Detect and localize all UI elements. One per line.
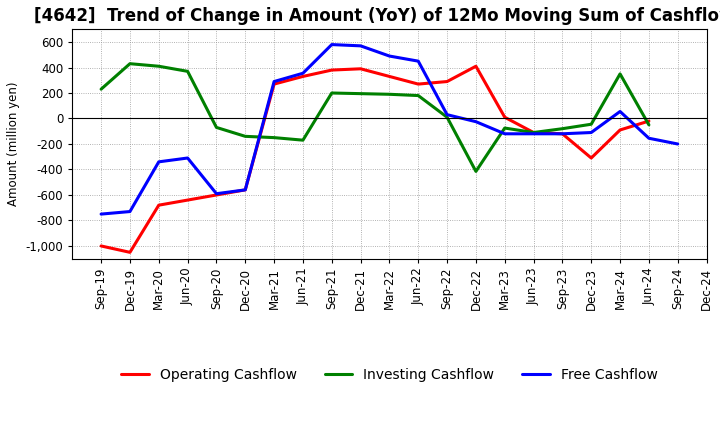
Operating Cashflow (644, 118, 653, 124)
Operating Cashflow (414, 81, 423, 87)
Free Cashflow (616, 109, 624, 114)
Operating Cashflow (184, 198, 192, 203)
Free Cashflow (270, 79, 279, 84)
Free Cashflow (673, 141, 682, 147)
Line: Investing Cashflow: Investing Cashflow (101, 64, 649, 172)
Investing Cashflow (356, 91, 365, 96)
Free Cashflow (356, 43, 365, 48)
Free Cashflow (155, 159, 163, 165)
Operating Cashflow (500, 114, 509, 120)
Investing Cashflow (96, 87, 105, 92)
Investing Cashflow (558, 126, 567, 131)
Operating Cashflow (241, 187, 250, 193)
Operating Cashflow (587, 155, 595, 161)
Investing Cashflow (328, 90, 336, 95)
Investing Cashflow (529, 130, 538, 135)
Free Cashflow (299, 70, 307, 76)
Operating Cashflow (212, 192, 221, 198)
Free Cashflow (500, 131, 509, 136)
Operating Cashflow (385, 74, 394, 79)
Free Cashflow (414, 59, 423, 64)
Operating Cashflow (96, 243, 105, 249)
Operating Cashflow (616, 127, 624, 132)
Investing Cashflow (212, 125, 221, 130)
Operating Cashflow (328, 67, 336, 73)
Operating Cashflow (270, 81, 279, 87)
Investing Cashflow (644, 122, 653, 128)
Investing Cashflow (414, 93, 423, 98)
Operating Cashflow (155, 202, 163, 208)
Investing Cashflow (125, 61, 134, 66)
Free Cashflow (587, 130, 595, 135)
Investing Cashflow (587, 121, 595, 127)
Free Cashflow (212, 191, 221, 196)
Investing Cashflow (385, 92, 394, 97)
Investing Cashflow (270, 135, 279, 140)
Title: [4642]  Trend of Change in Amount (YoY) of 12Mo Moving Sum of Cashflows: [4642] Trend of Change in Amount (YoY) o… (35, 7, 720, 25)
Investing Cashflow (184, 69, 192, 74)
Free Cashflow (328, 42, 336, 47)
Investing Cashflow (472, 169, 480, 174)
Line: Operating Cashflow: Operating Cashflow (101, 66, 649, 252)
Free Cashflow (558, 131, 567, 136)
Free Cashflow (125, 209, 134, 214)
Line: Free Cashflow: Free Cashflow (101, 44, 678, 214)
Free Cashflow (529, 131, 538, 136)
Legend: Operating Cashflow, Investing Cashflow, Free Cashflow: Operating Cashflow, Investing Cashflow, … (115, 362, 664, 387)
Y-axis label: Amount (million yen): Amount (million yen) (7, 82, 20, 206)
Operating Cashflow (443, 79, 451, 84)
Investing Cashflow (155, 64, 163, 69)
Investing Cashflow (241, 134, 250, 139)
Free Cashflow (472, 119, 480, 125)
Investing Cashflow (500, 125, 509, 131)
Operating Cashflow (529, 130, 538, 135)
Investing Cashflow (299, 138, 307, 143)
Operating Cashflow (356, 66, 365, 71)
Investing Cashflow (443, 114, 451, 120)
Operating Cashflow (558, 131, 567, 136)
Free Cashflow (644, 136, 653, 141)
Investing Cashflow (616, 71, 624, 77)
Free Cashflow (184, 155, 192, 161)
Free Cashflow (443, 112, 451, 117)
Operating Cashflow (299, 74, 307, 79)
Operating Cashflow (472, 64, 480, 69)
Operating Cashflow (125, 249, 134, 255)
Free Cashflow (96, 212, 105, 217)
Free Cashflow (385, 53, 394, 59)
Free Cashflow (241, 187, 250, 193)
